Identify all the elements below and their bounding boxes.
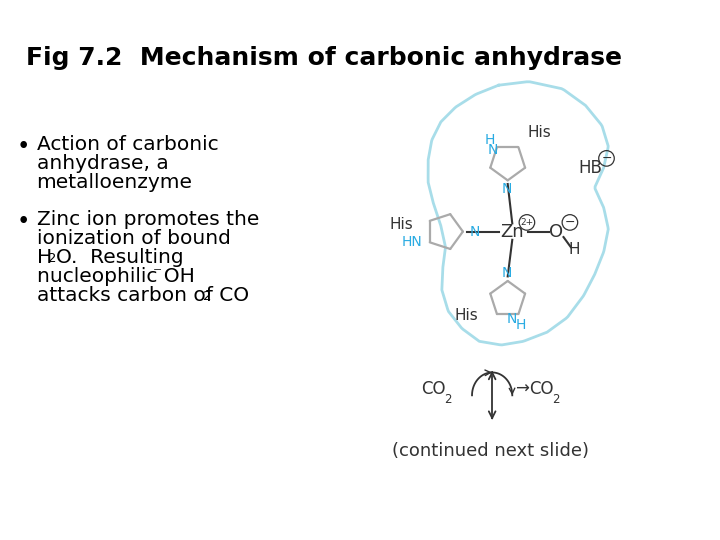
Text: ionization of bound: ionization of bound xyxy=(37,229,230,248)
Text: anhydrase, a: anhydrase, a xyxy=(37,154,168,173)
Text: O: O xyxy=(549,222,563,241)
Text: His: His xyxy=(454,308,478,323)
Text: H: H xyxy=(37,248,52,267)
Text: 2: 2 xyxy=(444,393,451,406)
Text: H: H xyxy=(516,318,526,332)
Text: N: N xyxy=(502,181,512,195)
Text: •: • xyxy=(17,210,30,233)
Text: −: − xyxy=(564,216,575,229)
Text: H: H xyxy=(485,133,495,147)
Text: Zinc ion promotes the: Zinc ion promotes the xyxy=(37,210,259,228)
Text: HB: HB xyxy=(578,159,602,177)
Text: 2+: 2+ xyxy=(521,218,534,227)
Text: ⁻: ⁻ xyxy=(153,265,162,282)
Text: −: − xyxy=(601,152,612,165)
Text: attacks carbon of CO: attacks carbon of CO xyxy=(37,286,248,306)
Text: N: N xyxy=(507,312,517,326)
Text: H: H xyxy=(569,242,580,258)
Text: N: N xyxy=(502,266,512,280)
Text: O.  Resulting: O. Resulting xyxy=(56,248,184,267)
Text: Fig 7.2  Mechanism of carbonic anhydrase: Fig 7.2 Mechanism of carbonic anhydrase xyxy=(26,46,621,70)
Text: CO: CO xyxy=(420,380,445,398)
Text: Zn: Zn xyxy=(500,222,524,241)
Text: •: • xyxy=(17,134,30,158)
Text: CO: CO xyxy=(528,380,553,398)
Text: (continued next slide): (continued next slide) xyxy=(392,442,588,460)
Text: metalloenzyme: metalloenzyme xyxy=(37,173,192,192)
Text: 2: 2 xyxy=(203,290,212,303)
Text: 2: 2 xyxy=(552,393,560,406)
Text: nucleophilic OH: nucleophilic OH xyxy=(37,267,194,286)
Text: N: N xyxy=(488,143,498,157)
Text: Action of carbonic: Action of carbonic xyxy=(37,134,218,153)
Text: N: N xyxy=(469,225,480,239)
Text: His: His xyxy=(390,217,413,232)
Text: →: → xyxy=(515,380,529,398)
Polygon shape xyxy=(428,82,608,345)
Text: His: His xyxy=(528,125,552,140)
Text: HN: HN xyxy=(402,235,423,249)
Text: 2: 2 xyxy=(48,252,57,265)
